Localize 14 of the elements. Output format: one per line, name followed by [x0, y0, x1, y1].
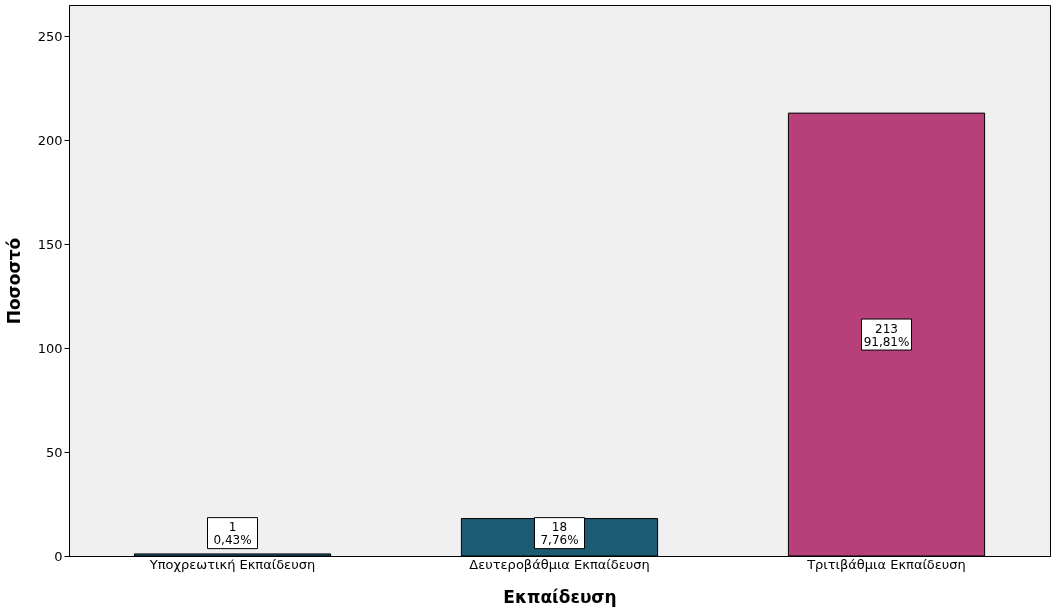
- y-tick-label: 150: [37, 236, 63, 252]
- y-tick-label: 50: [45, 444, 63, 460]
- y-tick-label: 200: [37, 132, 63, 148]
- x-tick-label: Δευτεροβάθμια Εκπαίδευση: [469, 556, 650, 572]
- x-axis-title: Εκπαίδευση: [503, 586, 617, 607]
- y-axis-title: Ποσοστό: [3, 237, 24, 325]
- y-tick-label: 0: [54, 548, 63, 564]
- y-tick-label: 250: [37, 28, 63, 44]
- data-label: 213 91,81%: [863, 321, 910, 349]
- x-tick-label: Τριτιβάθμια Εκπαίδευση: [806, 556, 966, 572]
- data-label: 18 7,76%: [540, 520, 579, 548]
- y-tick-label: 100: [37, 340, 63, 356]
- x-tick-label: Υποχρεωτική Εκπαίδευση: [148, 556, 316, 572]
- data-label: 1 0,43%: [213, 520, 252, 548]
